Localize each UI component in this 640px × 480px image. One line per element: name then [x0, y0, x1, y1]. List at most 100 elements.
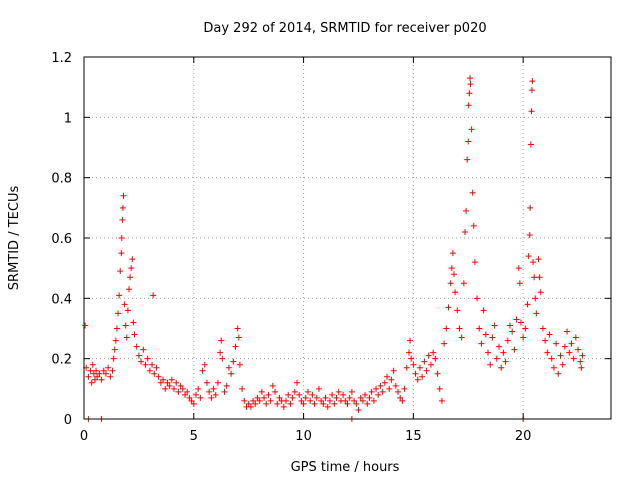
data-point — [530, 259, 537, 266]
data-point — [575, 346, 582, 353]
data-point — [247, 403, 254, 410]
data-point — [463, 207, 470, 214]
data-point — [111, 346, 118, 353]
data-point — [107, 373, 114, 380]
data-point — [542, 337, 549, 344]
data-point — [399, 397, 406, 404]
y-tick-label: 1 — [64, 111, 72, 126]
data-point — [157, 379, 164, 386]
data-point — [315, 385, 322, 392]
data-point — [525, 253, 532, 260]
data-point — [536, 274, 543, 281]
data-point — [105, 364, 112, 371]
data-point — [355, 406, 362, 413]
data-point — [344, 400, 351, 407]
data-point — [94, 373, 101, 380]
data-point — [254, 394, 261, 401]
data-point — [524, 301, 531, 308]
data-point — [478, 340, 485, 347]
data-point — [515, 265, 522, 272]
data-point — [539, 325, 546, 332]
data-point — [171, 385, 178, 392]
data-point — [182, 391, 189, 398]
data-point — [485, 349, 492, 356]
data-point — [133, 343, 140, 350]
data-point — [130, 319, 137, 326]
data-point — [546, 331, 553, 338]
data-point — [153, 364, 160, 371]
data-point — [397, 394, 404, 401]
data-point — [474, 295, 481, 302]
data-point — [482, 331, 489, 338]
y-axis-label: SRMTID / TECUs — [7, 186, 22, 291]
x-tick-label: 10 — [295, 429, 312, 444]
data-point — [175, 388, 182, 395]
y-tick-label: 0 — [64, 413, 72, 428]
data-point — [496, 343, 503, 350]
data-point — [384, 373, 391, 380]
data-point — [208, 394, 215, 401]
data-point — [500, 349, 507, 356]
data-point — [419, 373, 426, 380]
data-point — [491, 322, 498, 329]
data-point — [526, 231, 533, 238]
data-point — [390, 367, 397, 374]
data-point — [445, 304, 452, 311]
data-point — [149, 361, 156, 368]
data-point — [527, 204, 534, 211]
data-point — [252, 400, 259, 407]
data-point — [280, 403, 287, 410]
data-point — [223, 382, 230, 389]
data-point — [113, 325, 120, 332]
data-point — [471, 259, 478, 266]
grid-lines — [84, 57, 611, 419]
data-point — [304, 388, 311, 395]
data-point — [550, 364, 557, 371]
data-point — [368, 388, 375, 395]
data-point — [489, 334, 496, 341]
data-point — [272, 388, 279, 395]
data-point — [467, 75, 474, 82]
data-point — [506, 322, 513, 329]
data-point — [434, 370, 441, 377]
data-point — [267, 397, 274, 404]
data-point — [313, 394, 320, 401]
data-point — [122, 322, 129, 329]
data-point — [210, 385, 217, 392]
data-point — [265, 391, 272, 398]
data-point — [142, 361, 149, 368]
data-point — [127, 274, 134, 281]
data-point — [438, 397, 445, 404]
data-point — [430, 349, 437, 356]
data-point — [241, 397, 248, 404]
data-point — [456, 325, 463, 332]
data-point — [151, 370, 158, 377]
data-point — [190, 400, 197, 407]
data-point — [110, 355, 117, 362]
data-point — [126, 286, 133, 293]
data-point — [119, 216, 126, 223]
data-point — [287, 400, 294, 407]
data-point — [531, 274, 538, 281]
data-point — [544, 349, 551, 356]
data-point — [450, 271, 457, 278]
y-tick-label: 0.6 — [51, 232, 72, 247]
data-point — [90, 370, 97, 377]
data-point — [179, 385, 186, 392]
data-point — [250, 397, 257, 404]
data-point — [454, 307, 461, 314]
data-point — [408, 355, 415, 362]
data-point — [386, 385, 393, 392]
data-point — [464, 156, 471, 163]
data-point — [201, 361, 208, 368]
data-point — [197, 394, 204, 401]
data-point — [291, 388, 298, 395]
data-point — [357, 394, 364, 401]
data-point — [513, 316, 520, 323]
data-point — [405, 349, 412, 356]
data-points — [82, 75, 586, 422]
data-point — [443, 325, 450, 332]
data-point — [375, 391, 382, 398]
data-point — [465, 138, 472, 145]
